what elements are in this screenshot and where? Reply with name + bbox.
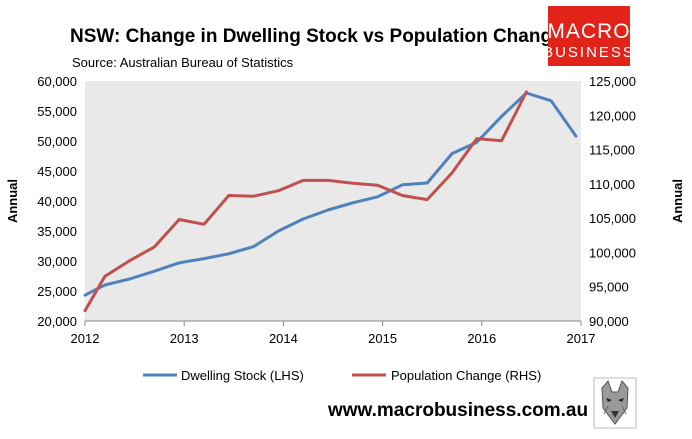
logo-background <box>548 6 630 66</box>
logo-line2: BUSINESS <box>543 44 635 61</box>
legend-label-population: Population Change (RHS) <box>391 368 541 383</box>
legend: Dwelling Stock (LHS) Population Change (… <box>143 368 541 383</box>
right-tick-label: 100,000 <box>589 245 636 260</box>
left-tick-label: 25,000 <box>37 284 77 299</box>
wolf-mascot-icon <box>593 377 637 429</box>
left-tick-label: 55,000 <box>37 104 77 119</box>
x-axis-ticks: 2012 2013 2014 2015 2016 2017 <box>71 320 596 346</box>
chart-subtitle: Source: Australian Bureau of Statistics <box>72 55 294 70</box>
right-axis-ticks: 90,000 95,000 100,000 105,000 110,000 115,000… <box>589 74 636 329</box>
series-line-population <box>83 90 528 313</box>
x-tick-label: 2015 <box>368 331 397 346</box>
x-tick-label: 2012 <box>71 331 100 346</box>
x-tick-label: 2014 <box>269 331 298 346</box>
left-tick-label: 40,000 <box>37 194 77 209</box>
left-axis-title: Annual <box>5 179 20 223</box>
left-tick-label: 20,000 <box>37 314 77 329</box>
right-tick-label: 120,000 <box>589 108 636 123</box>
right-tick-label: 115,000 <box>589 143 635 158</box>
left-tick-label: 45,000 <box>37 164 77 179</box>
macrobusiness-logo: MACRO BUSINESS <box>543 6 635 66</box>
left-tick-label: 35,000 <box>37 224 77 239</box>
left-tick-label: 30,000 <box>37 254 77 269</box>
legend-label-dwelling: Dwelling Stock (LHS) <box>181 368 304 383</box>
right-tick-label: 125,000 <box>589 74 636 89</box>
left-axis-ticks: 20,000 25,000 30,000 35,000 40,000 45,000 50,0… <box>37 74 77 329</box>
right-tick-label: 110,000 <box>589 177 635 192</box>
x-tick-label: 2013 <box>170 331 199 346</box>
logo-line1: MACRO <box>547 20 630 43</box>
left-tick-label: 60,000 <box>37 74 77 89</box>
plot-area <box>85 81 581 321</box>
x-tick-label: 2017 <box>567 331 596 346</box>
right-tick-label: 90,000 <box>589 314 629 329</box>
right-axis-title: Annual <box>670 179 685 223</box>
series-layer <box>83 90 578 313</box>
x-tick-label: 2016 <box>467 331 496 346</box>
footer-url: www.macrobusiness.com.au <box>327 400 588 421</box>
right-tick-label: 105,000 <box>589 211 636 226</box>
series-line-dwelling <box>83 91 578 297</box>
right-tick-label: 95,000 <box>589 280 629 295</box>
left-tick-label: 50,000 <box>37 134 77 149</box>
chart-title: NSW: Change in Dwelling Stock vs Populat… <box>70 26 563 47</box>
